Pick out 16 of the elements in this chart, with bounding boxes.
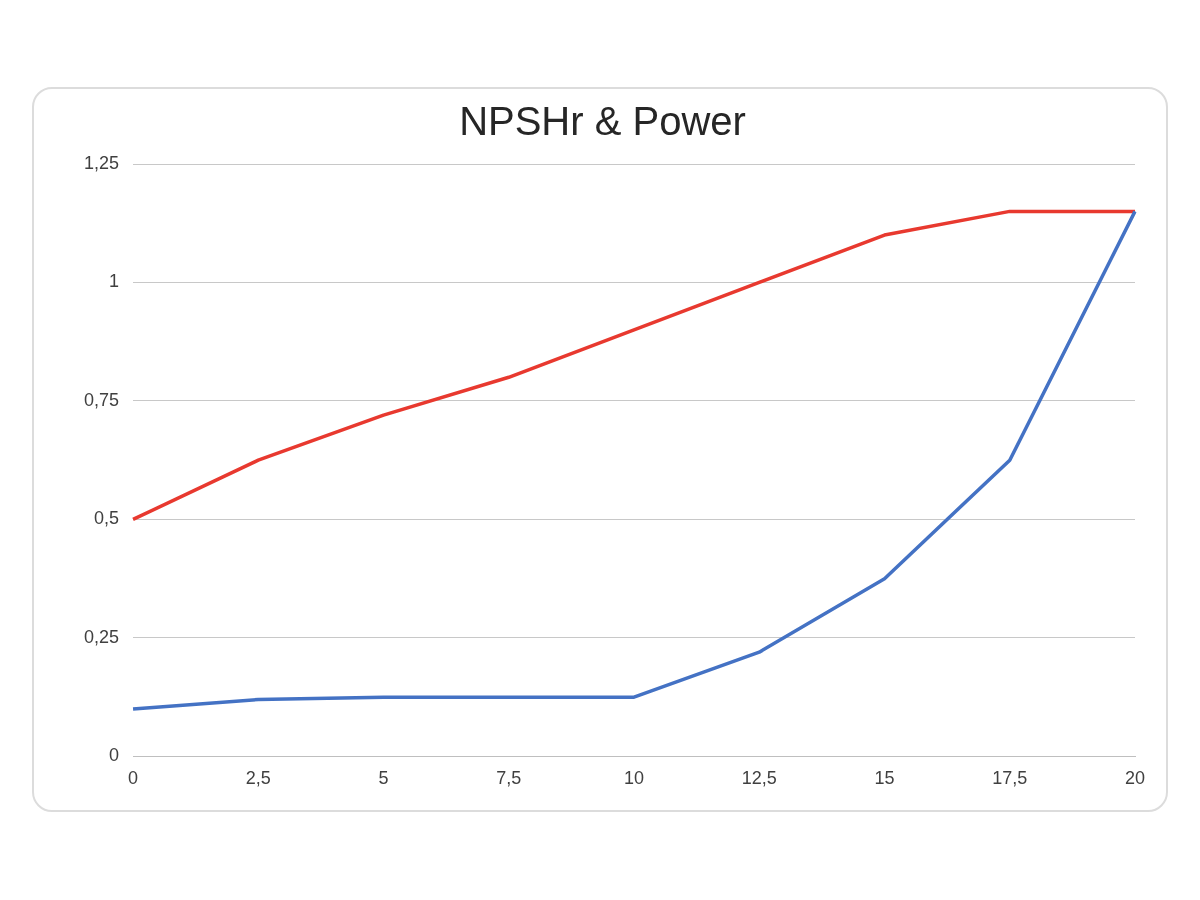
x-tick-label: 12,5: [741, 768, 777, 789]
y-tick-label: 0,75: [83, 389, 120, 410]
y-tick-label: 1,25: [83, 152, 120, 173]
x-tick-label: 10: [624, 768, 645, 789]
y-tick-label: 0,25: [83, 626, 120, 647]
x-tick-label: 2,5: [245, 768, 271, 789]
chart-title: NPSHr & Power: [459, 99, 746, 144]
x-tick-label: 7,5: [496, 768, 522, 789]
x-tick-label: 15: [874, 768, 895, 789]
x-tick-label: 0: [128, 768, 139, 789]
y-tick-label: 1: [109, 271, 120, 292]
y-tick-label: 0,5: [94, 508, 120, 529]
x-tick-label: 17,5: [992, 768, 1028, 789]
x-tick-label: 20: [1124, 768, 1146, 789]
x-tick-label: 5: [378, 768, 389, 789]
y-tick-label: 0: [109, 745, 120, 766]
